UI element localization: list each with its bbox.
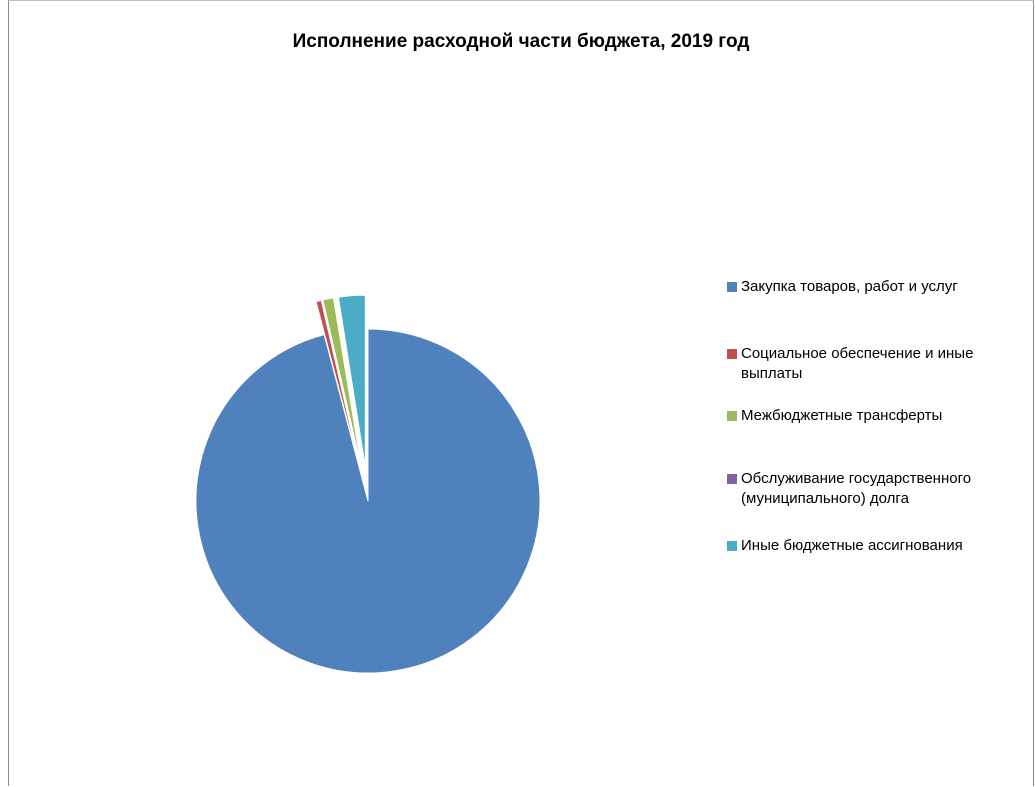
- pie-chart: [195, 294, 541, 674]
- pie-slice-procurement: [195, 328, 541, 674]
- legend-label: Иные бюджетные ассигнования: [741, 537, 963, 554]
- legend-item-transfers: Межбюджетные трансферты: [727, 406, 1027, 426]
- pie-slice-other: [337, 294, 366, 468]
- legend-item-other: Иные бюджетные ассигнования: [727, 536, 1027, 556]
- legend-item-procurement: Закупка товаров, работ и услуг: [727, 277, 1027, 297]
- pie-slice-social: [315, 299, 361, 469]
- legend-swatch: [727, 474, 737, 484]
- legend-label: Социальное обеспечение и иные выплаты: [741, 345, 974, 382]
- chart-frame: Исполнение расходной части бюджета, 2019…: [8, 0, 1034, 786]
- legend-swatch: [727, 282, 737, 292]
- pie-slice-transfers: [322, 297, 362, 468]
- legend-label: Закупка товаров, работ и услуг: [741, 278, 958, 295]
- chart-title: Исполнение расходной части бюджета, 2019…: [292, 31, 750, 52]
- legend-swatch: [727, 349, 737, 359]
- legend-swatch: [727, 411, 737, 421]
- legend-swatch: [727, 541, 737, 551]
- legend-item-social: Социальное обеспечение и иные выплаты: [727, 344, 1027, 384]
- legend-label: Межбюджетные трансферты: [741, 407, 943, 424]
- legend-label: Обслуживание государственного (муниципал…: [741, 470, 972, 507]
- pie-slice-debt-service: [334, 296, 364, 468]
- legend-item-debt-service: Обслуживание государственного (муниципал…: [727, 469, 1027, 509]
